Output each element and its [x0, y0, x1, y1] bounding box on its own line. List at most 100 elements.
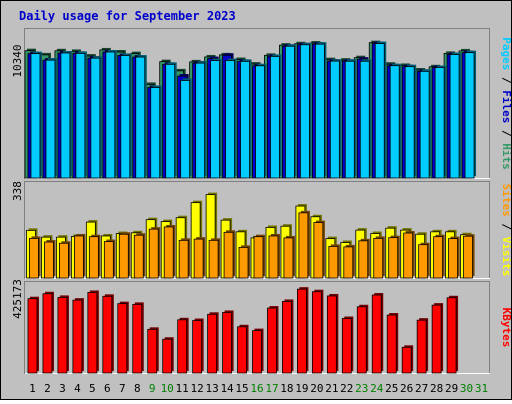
x-tick-label: 11	[176, 382, 189, 395]
bottom-kbytes-bar	[252, 330, 262, 374]
middle-sites-bar	[283, 237, 294, 279]
top-pages-bar	[90, 57, 101, 179]
bottom-kbytes-bar	[431, 304, 442, 374]
middle-sites-bar	[118, 233, 129, 279]
bottom-kbytes-bar	[311, 291, 322, 374]
bottom-kbytes-bar	[371, 294, 382, 374]
middle-sites-bar	[268, 235, 279, 279]
top-pages-bar	[255, 65, 265, 179]
middle-sites-bar	[253, 236, 264, 279]
middle-sites-bar	[133, 234, 144, 279]
top-pages-bar	[105, 51, 116, 179]
middle-sites-bar	[373, 237, 384, 279]
top-pages-bar	[210, 60, 220, 179]
middle-sites-bar	[29, 237, 39, 279]
middle-sites-bar	[448, 238, 458, 279]
middle-sites-bar	[59, 242, 69, 279]
middle-sites-bar	[208, 239, 219, 279]
top-pages-bar	[329, 60, 340, 179]
top-pages-bar	[359, 60, 370, 179]
top-pages-bar	[45, 59, 56, 179]
top-pages-bar	[120, 55, 131, 179]
x-tick-label: 22	[340, 382, 353, 395]
middle-sites-bar	[328, 246, 339, 279]
bottom-kbytes-bar	[87, 292, 98, 374]
top-pages-bar	[344, 60, 355, 179]
bottom-kbytes-bar	[162, 338, 173, 374]
x-axis-day-labels: 1 2 3 4 5 6 7 8 9 10 11 12 13 14 15 16 17 18 19 20 21 22 23 24 2…	[29, 382, 488, 395]
top-pages-bar	[135, 56, 146, 179]
middle-sites-bar	[358, 240, 369, 279]
top-pages-bar	[285, 45, 295, 179]
top-pages-bar	[150, 87, 161, 179]
bottom-kbytes-bar	[42, 293, 53, 374]
chart-title: Daily usage for September 2023	[19, 9, 236, 23]
bottom-kbytes-bar	[192, 320, 203, 374]
top-panel-tick-label: 10340	[11, 44, 24, 77]
top-pages-bar	[225, 60, 235, 179]
x-tick-label: 26	[400, 382, 413, 395]
bottom-kbytes-bar	[57, 297, 68, 374]
middle-sites-bar	[313, 222, 324, 279]
x-tick-label: 24	[370, 382, 384, 395]
x-tick-label: 3	[59, 382, 66, 395]
middle-sites-bar	[178, 239, 189, 279]
middle-sites-bar	[403, 232, 414, 279]
middle-sites-bar	[238, 246, 249, 279]
x-tick-label: 5	[89, 382, 96, 395]
top-pages-bar	[270, 56, 280, 179]
x-tick-label: 29	[445, 382, 458, 395]
panel-sites-visits	[24, 181, 490, 279]
top-pages-bar	[75, 52, 86, 179]
x-tick-label: 4	[74, 382, 81, 395]
bottom-kbytes-bar	[222, 312, 232, 374]
bottom-kbytes-bar	[356, 306, 367, 374]
x-tick-label: 27	[415, 382, 428, 395]
middle-sites-bar	[73, 235, 84, 279]
middle-sites-bar	[103, 241, 114, 279]
bottom-kbytes-bar	[237, 326, 247, 374]
bottom-kbytes-bar	[416, 319, 427, 374]
top-pages-bar	[165, 63, 176, 179]
x-tick-label: 17	[265, 382, 278, 395]
bottom-kbytes-bar	[297, 288, 307, 374]
middle-sites-bar	[193, 238, 204, 279]
middle-sites-bar	[44, 241, 54, 279]
bottom-kbytes-bar	[147, 328, 158, 374]
bottom-kbytes-bar	[117, 303, 128, 374]
x-tick-label: 25	[385, 382, 398, 395]
x-tick-label: 8	[134, 382, 141, 395]
bottom-kbytes-bar	[401, 346, 412, 374]
middle-sites-bar	[223, 231, 234, 279]
x-tick-label: 9	[149, 382, 156, 395]
middle-sites-bar	[163, 226, 174, 279]
middle-sites-bar	[88, 236, 99, 279]
panel-tick-labels: 10340 338 425173	[11, 44, 24, 318]
x-tick-label: 28	[430, 382, 443, 395]
middle-panel-tick-label: 338	[11, 181, 24, 201]
top-pages-bar	[240, 60, 250, 179]
top-pages-bar	[300, 44, 310, 179]
middle-sites-bar	[148, 228, 159, 279]
x-tick-label: 21	[325, 382, 338, 395]
middle-sites-bar	[343, 246, 354, 279]
bottom-kbytes-bar	[132, 303, 143, 374]
middle-sites-bar	[388, 237, 399, 279]
top-pages-bar	[449, 54, 460, 179]
middle-sites-bar	[433, 236, 444, 279]
bottom-kbytes-bar	[386, 314, 397, 374]
x-tick-label: 31	[475, 382, 488, 395]
x-tick-label: 19	[295, 382, 308, 395]
top-pages-bar	[464, 52, 475, 179]
bottom-kbytes-bar	[282, 301, 292, 374]
top-pages-bar	[60, 52, 71, 179]
top-pages-bar	[30, 53, 41, 179]
x-tick-label: 23	[355, 382, 368, 395]
bottom-kbytes-bar	[177, 319, 188, 374]
x-tick-label: 14	[220, 382, 234, 395]
top-pages-bar	[374, 43, 385, 179]
x-tick-label: 10	[161, 382, 174, 395]
x-tick-label: 13	[205, 382, 218, 395]
